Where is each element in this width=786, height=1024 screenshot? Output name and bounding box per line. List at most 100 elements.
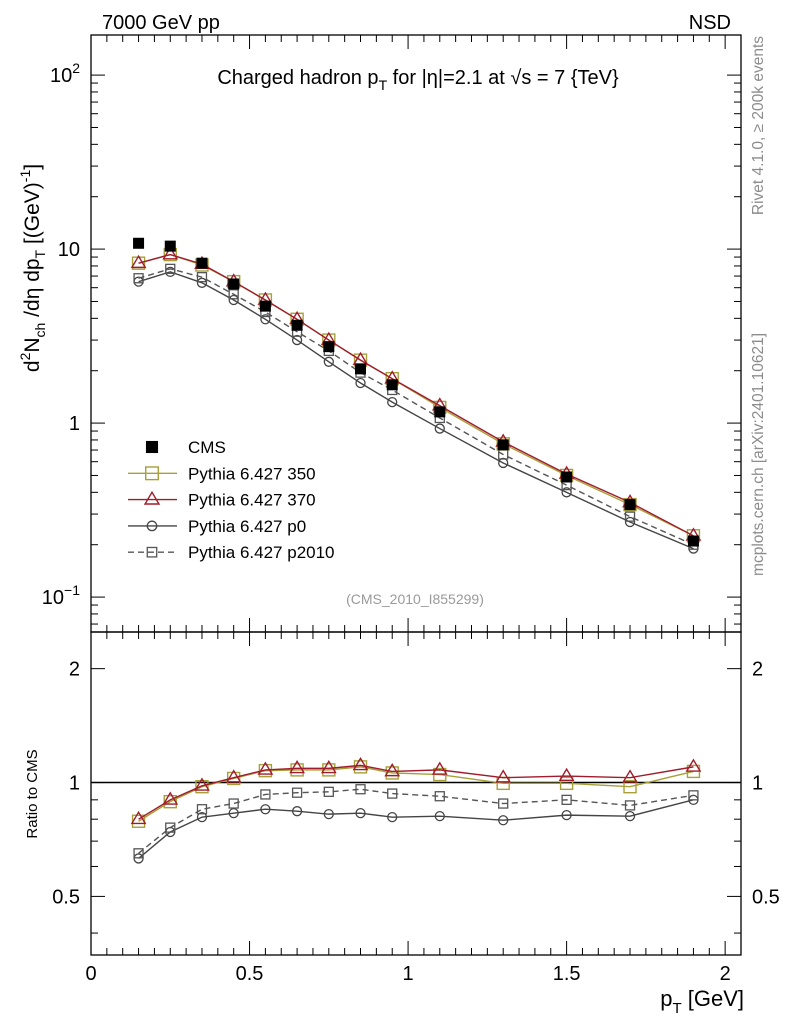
ratio-y-tick-label-right: 0.5: [752, 886, 780, 908]
pythia-350-line: [138, 766, 694, 822]
main-y-axis-label: d2Nch /dη dpT [(GeV)-1]: [17, 164, 48, 372]
legend-label: Pythia 6.427 p2010: [188, 543, 335, 562]
pythia-p0-point: [146, 520, 158, 532]
ratio-series-layer: [130, 757, 702, 864]
pythia-350-point: [385, 766, 399, 780]
pythia-p0-point: [624, 810, 636, 822]
pythia-p0-point: [323, 808, 334, 820]
pythia-p2010-point: [624, 800, 636, 811]
pythia-p0-point: [561, 487, 572, 498]
cms-data-point: [291, 319, 303, 331]
top-left-label: 7000 GeV pp: [102, 12, 220, 34]
pythia-p2010-point: [355, 784, 366, 795]
legend-label: Pythia 6.427 p0: [188, 517, 306, 536]
cms-data-point: [561, 471, 573, 483]
pythia-p0-line: [138, 271, 694, 550]
pythia-p2010-point: [387, 788, 398, 799]
x-tick-label: 0: [85, 963, 96, 985]
pythia-p2010-point: [228, 798, 239, 809]
ratio-y-axis-label: Ratio to CMS: [24, 749, 41, 838]
pythia-p0-point: [434, 810, 445, 822]
mcplots-source-label: mcplots.cern.ch [arXiv:2401.10621]: [750, 333, 767, 576]
pythia-p0-point: [434, 423, 445, 434]
pythia-350-point: [144, 466, 159, 481]
pythia-370-point: [495, 769, 512, 783]
pythia-370-line: [138, 764, 694, 820]
ratio-y-tick-label: 2: [69, 659, 80, 681]
ratio-plot-frame: [90, 631, 742, 956]
pythia-p2010-point: [434, 791, 445, 802]
pythia-p0-point: [196, 811, 208, 823]
pythia-p2010-point: [133, 273, 144, 284]
cms-data-point: [259, 300, 271, 312]
pythia-p0-point: [498, 815, 509, 826]
pythia-350-point: [322, 763, 336, 777]
pythia-370-point: [162, 791, 179, 805]
ratio-y-tick-label-right: 2: [752, 659, 763, 681]
pythia-p2010-point: [291, 787, 303, 798]
cms-data-point: [386, 379, 398, 391]
pythia-p0-point: [387, 396, 398, 408]
x-tick-label: 0.5: [236, 963, 264, 985]
legend-entry-pythia-370: Pythia 6.427 370: [128, 491, 316, 510]
pythia-p2010-point: [196, 271, 208, 283]
pythia-p0-point: [387, 811, 398, 823]
pythia-370-point: [130, 254, 147, 269]
pythia-p0-point: [355, 807, 366, 819]
y-tick-label: 10: [58, 239, 80, 261]
pythia-p2010-point: [260, 789, 271, 800]
pythia-p2010-point: [323, 786, 334, 797]
legend-entry-pythia-p2010: Pythia 6.427 p2010: [128, 543, 335, 562]
pythia-370-point: [257, 761, 274, 775]
legend-label: CMS: [188, 438, 226, 457]
x-tick-label: 1: [403, 963, 414, 985]
legend: CMS Pythia 6.427 350 Pythia 6.427 370 Pythi…: [128, 438, 335, 562]
pythia-370-point: [685, 758, 702, 772]
ratio-y-tick-label: 1: [69, 773, 80, 795]
pythia-p2010-point: [498, 798, 509, 809]
pythia-350-point: [623, 779, 637, 794]
ratio-y-tick-label-right: 1: [752, 773, 763, 795]
pythia-p0-point: [624, 516, 636, 528]
cms-data-point: [624, 499, 636, 511]
main-title: Charged hadron pT for |η|=2.1 at √s = 7 …: [217, 67, 619, 93]
legend-label: Pythia 6.427 370: [188, 491, 316, 510]
pythia-370-point: [143, 490, 161, 505]
cms-data-point: [434, 406, 446, 418]
cms-data-point: [164, 240, 176, 252]
pythia-370-point: [320, 760, 337, 774]
cms-data-point: [497, 439, 509, 451]
pythia-p2010-point: [196, 804, 208, 815]
legend-label: Pythia 6.427 350: [188, 464, 316, 483]
x-axis-label: pT [GeV]: [660, 986, 744, 1017]
pythia-p0-point: [291, 806, 303, 817]
pythia-p2010-point: [624, 511, 636, 522]
pythia-370-point: [431, 761, 448, 775]
pythia-p0-point: [561, 809, 572, 821]
x-tick-label: 2: [720, 963, 731, 985]
pythia-370-point: [162, 246, 179, 260]
pythia-p0-point: [228, 294, 239, 306]
pythia-370-point: [352, 757, 369, 771]
pythia-350-point: [559, 776, 574, 791]
pythia-p0-point: [291, 334, 303, 346]
pythia-p2010-line: [138, 788, 694, 854]
pythia-p0-point: [260, 804, 271, 815]
legend-entry-pythia-350: Pythia 6.427 350: [128, 464, 316, 483]
pythia-p0-point: [196, 277, 208, 288]
ratio-y-tick-label: 0.5: [52, 886, 80, 908]
pythia-p0-point: [355, 377, 366, 389]
top-right-label: NSD: [689, 12, 731, 34]
pythia-p2010-line: [138, 268, 694, 546]
y-tick-label: 102: [50, 60, 80, 87]
x-tick-label: 1.5: [553, 963, 581, 985]
pythia-370-point: [558, 767, 575, 781]
pythia-p2010-point: [165, 263, 176, 274]
pythia-p2010-point: [146, 546, 158, 558]
cms-data-point: [323, 341, 335, 353]
cms-data-point: [687, 535, 699, 547]
pythia-350-point: [290, 763, 304, 777]
pythia-370-point: [289, 760, 305, 774]
pythia-370-point: [225, 769, 242, 783]
